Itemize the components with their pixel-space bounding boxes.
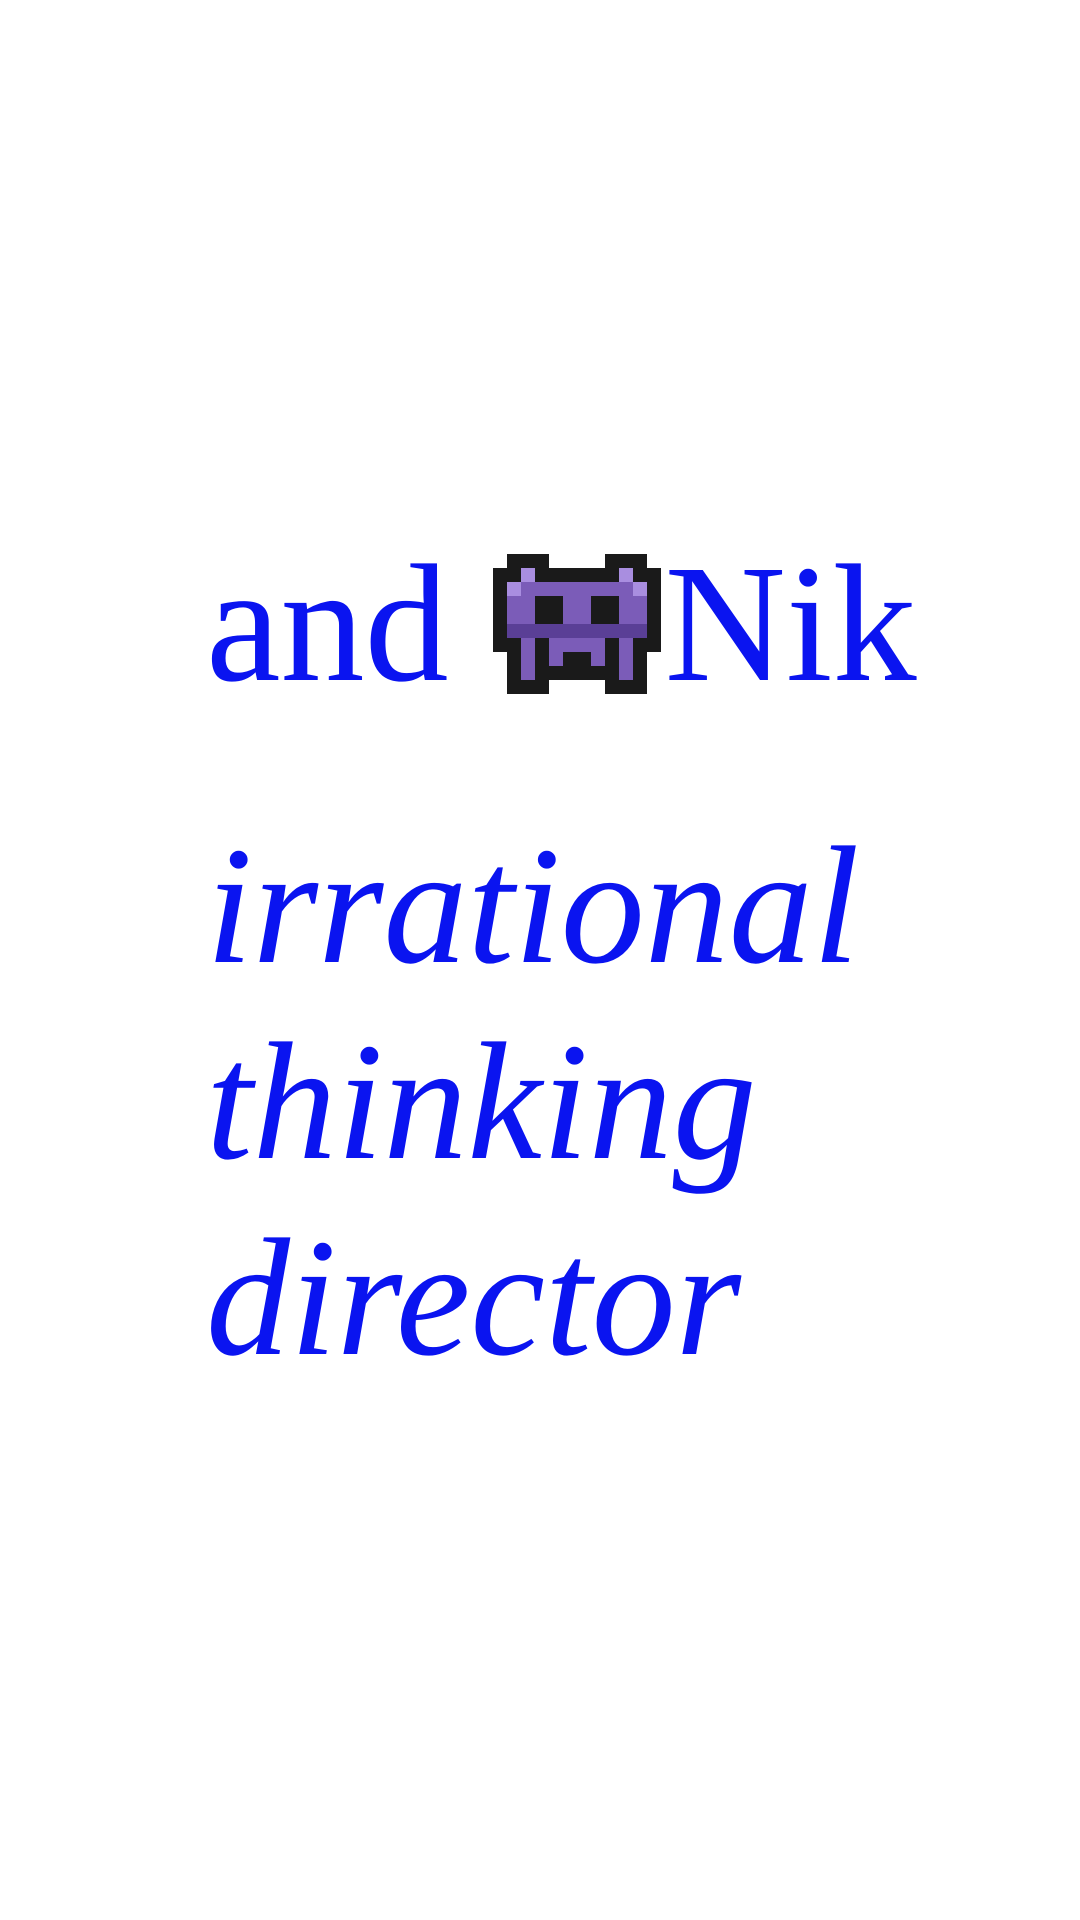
name-text: Nik bbox=[664, 531, 917, 717]
role-line-2: thinking bbox=[206, 1009, 757, 1195]
space-invader-alien-icon bbox=[492, 554, 661, 694]
role-line-1: irrational bbox=[206, 813, 860, 999]
role-line-3: director bbox=[206, 1205, 742, 1391]
prefix-text: and bbox=[206, 531, 449, 717]
name-line: and bbox=[206, 528, 917, 708]
role-title: irrational thinking director bbox=[206, 808, 859, 1396]
